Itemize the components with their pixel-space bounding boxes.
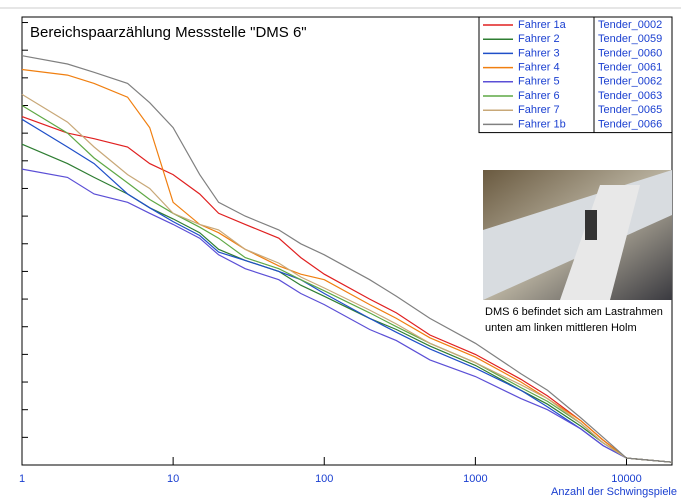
photo-holm: [560, 185, 640, 300]
legend-tender: Tender_0060: [598, 47, 662, 59]
legend-label: Fahrer 7: [518, 104, 560, 116]
photo: [483, 170, 672, 300]
x-tick-label: 10000: [611, 473, 642, 485]
legend-tender: Tender_0063: [598, 90, 662, 102]
legend-box: [478, 16, 673, 134]
legend-tender: Tender_0066: [598, 118, 662, 130]
x-tick-label: 1: [19, 473, 25, 485]
legend-tender: Tender_0062: [598, 76, 662, 88]
x-axis-label: Anzahl der Schwingspiele: [551, 486, 677, 498]
legend-label: Fahrer 4: [518, 62, 560, 74]
legend-tender: Tender_0065: [598, 104, 662, 116]
legend-label: Fahrer 1b: [518, 118, 566, 130]
series-line: [21, 68, 673, 463]
legend-tender: Tender_0061: [598, 62, 662, 74]
x-tick-label: 10: [167, 473, 179, 485]
legend-label: Fahrer 1a: [518, 19, 567, 31]
legend-label: Fahrer 6: [518, 90, 560, 102]
series-line: [21, 93, 673, 463]
legend: Fahrer 1a Tender_0002 Fahrer 2 Tender_0059 F…: [478, 16, 673, 134]
x-tick-label: 100: [315, 473, 333, 485]
legend-tender: Tender_0059: [598, 33, 662, 45]
legend-label: Fahrer 5: [518, 76, 560, 88]
legend-label: Fahrer 3: [518, 47, 560, 59]
series-line: [21, 104, 673, 463]
series-line: [21, 118, 673, 463]
series-line: [21, 55, 673, 463]
photo-sensor: [585, 210, 597, 240]
chart-title: Bereichspaarzählung Messstelle "DMS 6": [30, 24, 307, 41]
series-line: [21, 116, 673, 463]
legend-label: Fahrer 2: [518, 33, 560, 45]
photo-caption: unten am linken mittleren Holm: [485, 322, 637, 334]
x-tick-label: 1000: [463, 473, 487, 485]
photo-caption: DMS 6 befindet sich am Lastrahmen: [485, 306, 663, 318]
series-line: [21, 168, 673, 463]
legend-tender: Tender_0002: [598, 19, 662, 31]
